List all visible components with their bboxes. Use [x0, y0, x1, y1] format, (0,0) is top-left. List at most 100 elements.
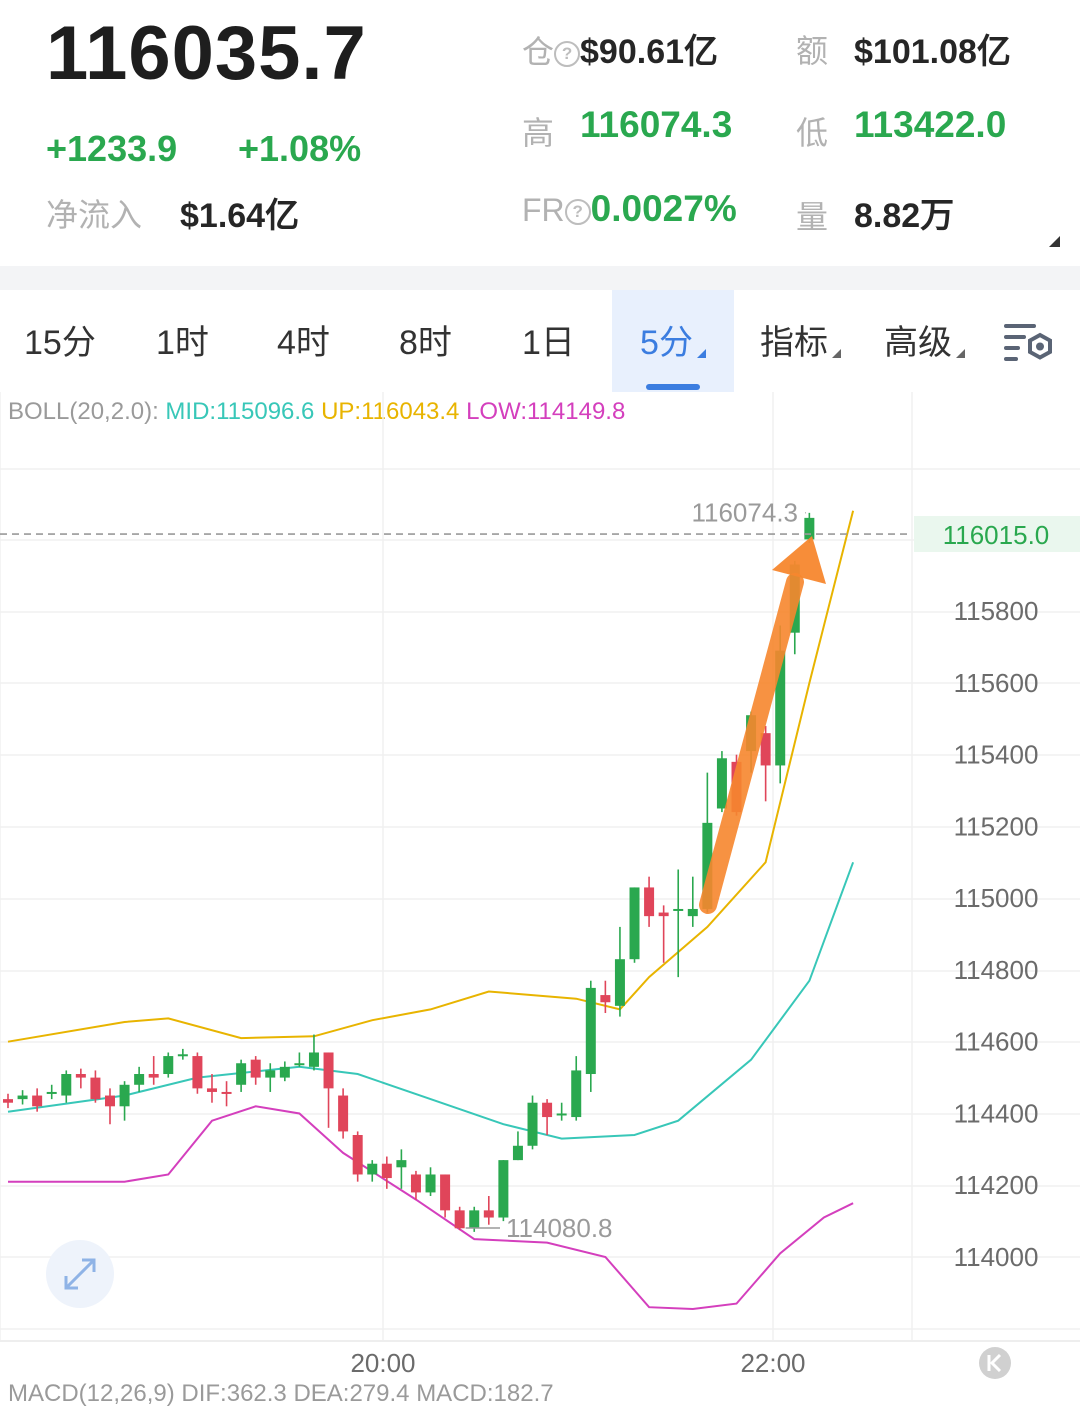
candle: [75, 1068, 86, 1089]
settings-gear-icon[interactable]: [1002, 320, 1056, 366]
expand-arrows-icon[interactable]: [46, 1240, 114, 1308]
candle: [206, 1074, 217, 1103]
candle: [556, 1102, 567, 1121]
y-tick-label: 115400: [954, 740, 1039, 770]
help-icon[interactable]: ?: [554, 41, 581, 67]
candlestick-chart[interactable]: 114000 114200 114400 114600 114800 115000 1152…: [0, 392, 1080, 1340]
candle: [644, 876, 655, 927]
candle-body: [498, 1160, 509, 1218]
candle-body: [323, 1052, 334, 1089]
candle-body: [716, 758, 727, 809]
tab-indicators[interactable]: 指标: [760, 290, 841, 392]
candle-body: [192, 1056, 203, 1089]
candle-body: [775, 650, 786, 766]
interval-tab-bar: 15分 1时 4时 8时 1日 5分 指标 高级: [0, 290, 1080, 392]
candle: [687, 876, 698, 927]
scroll-to-latest-icon[interactable]: [979, 1347, 1011, 1379]
candle-body: [367, 1163, 378, 1175]
candle: [425, 1167, 436, 1197]
macd-indicator-legend: MACD(12,26,9) DIF:362.3 DEA:279.4 MACD:1…: [8, 1380, 554, 1407]
candle: [134, 1066, 145, 1092]
boll-indicator-legend: BOLL(20,2.0): MID:115096.6 UP:116043.4 L…: [8, 398, 625, 426]
candle-body: [614, 959, 625, 1006]
low-marker-label: 114080.8: [506, 1213, 613, 1243]
candle-body: [687, 908, 698, 917]
y-tick-label: 115000: [954, 883, 1039, 913]
expand-arrow-head: [64, 1276, 78, 1290]
candle-body: [3, 1099, 13, 1103]
expand-corner-icon[interactable]: [1049, 236, 1060, 247]
candle: [250, 1056, 261, 1085]
y-tick-label: 114800: [954, 955, 1039, 985]
tab-1h[interactable]: 1时: [156, 290, 209, 392]
candle: [90, 1070, 101, 1103]
candle-body: [177, 1054, 188, 1057]
candle: [658, 905, 669, 963]
tab-8h[interactable]: 8时: [399, 290, 452, 392]
y-tick-label: 114600: [954, 1027, 1039, 1057]
boll-middle-band: [7, 861, 855, 1140]
turnover-label: 额: [796, 33, 829, 69]
tab-5m[interactable]: 5分: [612, 290, 734, 392]
dropdown-caret-icon: [956, 349, 965, 358]
candle: [585, 980, 596, 1092]
tab-label: 15分: [24, 324, 96, 362]
price-change: +1233.9: [46, 128, 178, 169]
candle-body: [760, 733, 771, 766]
candle-body: [381, 1163, 392, 1179]
candle: [46, 1084, 57, 1100]
candle-body: [279, 1066, 290, 1078]
candle-body: [440, 1174, 451, 1211]
candle: [614, 926, 625, 1017]
candle-body: [134, 1074, 145, 1085]
candle: [192, 1052, 203, 1094]
high-label: 高: [522, 115, 555, 151]
expand-arrow-head: [82, 1258, 96, 1272]
candle: [629, 887, 640, 963]
high-marker-label: 116074.3: [691, 498, 798, 528]
candle-body: [658, 912, 669, 917]
candle: [571, 1056, 582, 1121]
tab-15m[interactable]: 15分: [24, 290, 96, 392]
arrow-head: [772, 536, 826, 584]
candle: [410, 1170, 421, 1200]
x-tick-label: 20:00: [350, 1348, 415, 1378]
candle: [440, 1174, 451, 1218]
tab-4h[interactable]: 4时: [277, 290, 330, 392]
boll-name: BOLL(20,2.0):: [8, 398, 159, 425]
tab-label: 高级: [884, 324, 952, 362]
help-icon[interactable]: ?: [564, 199, 591, 225]
candle: [148, 1056, 159, 1085]
tab-advanced[interactable]: 高级: [884, 290, 965, 392]
x-tick-label: 22:00: [740, 1348, 805, 1378]
candle: [3, 1093, 13, 1109]
funding-rate-stat: FR? 0.0027%: [522, 188, 737, 230]
tab-label: 指标: [760, 324, 828, 362]
candle: [308, 1034, 319, 1071]
time-axis-bar: [0, 1340, 1080, 1396]
boll-mid: MID:115096.6: [165, 398, 315, 425]
current-price-tag: [914, 516, 1080, 553]
high-value: 116074.3: [580, 104, 733, 145]
candle: [338, 1088, 349, 1139]
candle-body: [469, 1210, 480, 1229]
tab-1d[interactable]: 1日: [522, 290, 575, 392]
candle-body: [46, 1091, 57, 1094]
candle: [483, 1196, 494, 1225]
candle-body: [527, 1102, 538, 1146]
time-axis: 20:00 22:00: [0, 1340, 1080, 1379]
y-tick-label: 115800: [954, 596, 1039, 626]
candle-body: [542, 1102, 553, 1118]
y-tick-label: 114000: [954, 1242, 1039, 1272]
net-inflow-label: 净流入: [46, 197, 143, 233]
candle-body: [512, 1145, 523, 1161]
candle-body: [338, 1095, 349, 1132]
candle-body: [294, 1063, 305, 1066]
expand-arrow-line: [64, 1258, 96, 1290]
candle-body: [90, 1077, 101, 1100]
candle-body: [236, 1063, 247, 1085]
candle-body: [163, 1056, 174, 1075]
candle: [279, 1061, 290, 1082]
candle-body: [644, 887, 655, 917]
candle: [367, 1160, 378, 1182]
